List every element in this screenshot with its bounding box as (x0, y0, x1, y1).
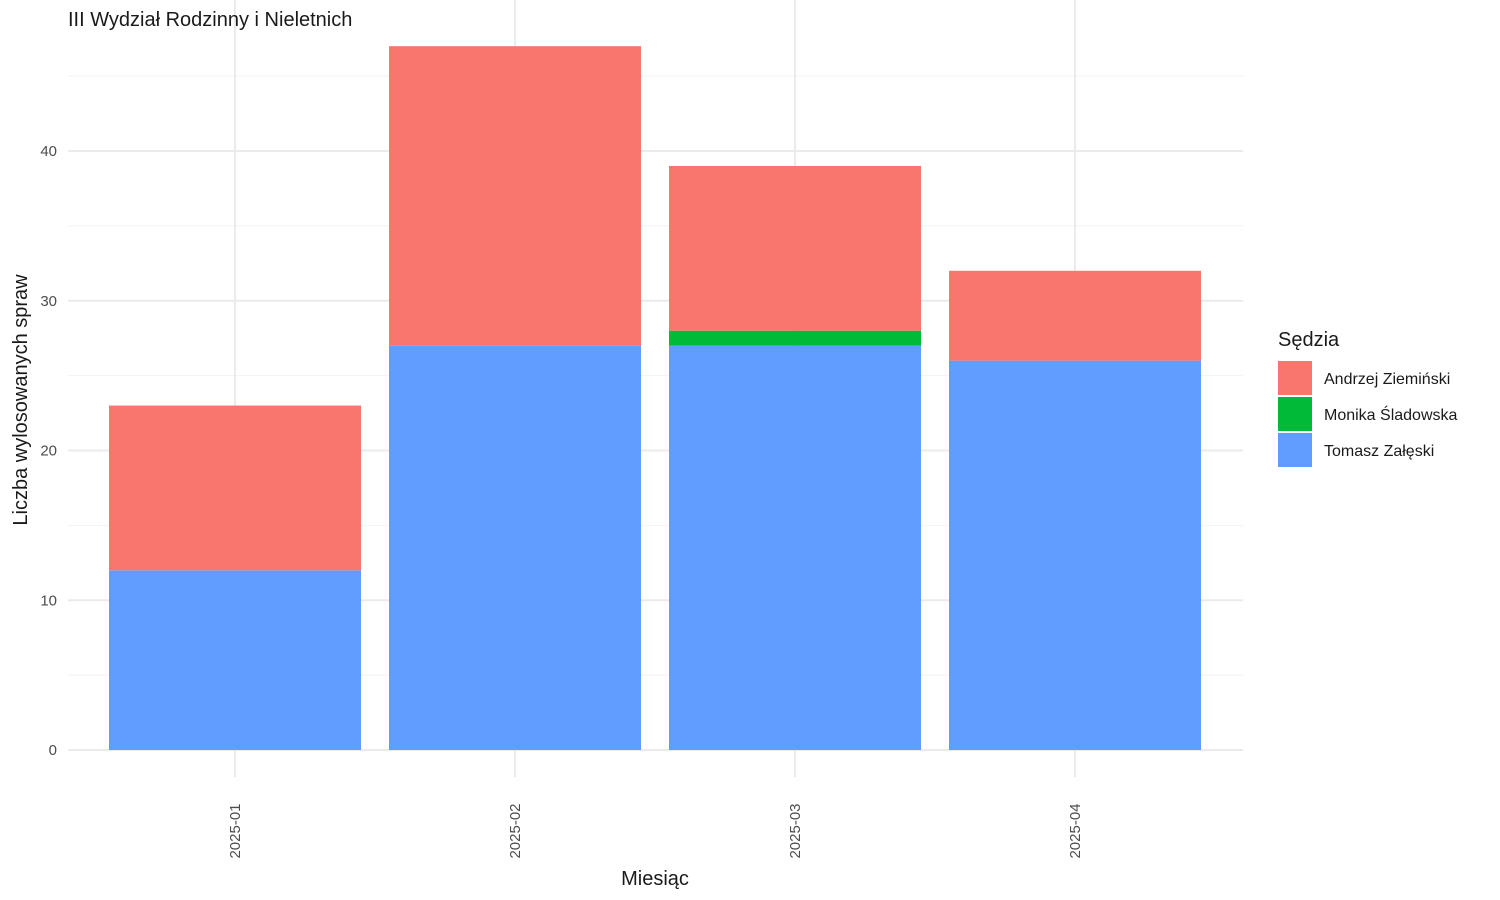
legend-item: Monika Śladowska (1278, 397, 1458, 431)
bars (109, 46, 1201, 750)
x-axis: 2025-01 2025-02 2025-03 2025-04 (227, 803, 1084, 858)
x-tick-label: 2025-03 (787, 803, 804, 858)
y-tick-label: 10 (40, 592, 57, 609)
legend-label: Tomasz Załęski (1324, 443, 1434, 460)
x-tick-label: 2025-02 (507, 803, 524, 858)
bar-segment (669, 330, 921, 346)
legend-items: Andrzej Ziemiński Monika Śladowska Tomasz … (1278, 361, 1458, 467)
bar-segment (669, 345, 921, 750)
chart-title: III Wydział Rodzinny i Nieletnich (68, 9, 352, 31)
x-tick-label: 2025-04 (1067, 803, 1084, 858)
bar-segment (109, 405, 361, 571)
legend: Sędzia Andrzej Ziemiński Monika Śladowska… (1278, 329, 1458, 467)
x-tick-label: 2025-01 (227, 803, 244, 858)
y-tick-label: 20 (40, 443, 57, 460)
y-axis: 0 10 20 30 40 (40, 143, 57, 759)
bar-segment (389, 46, 641, 346)
legend-swatch (1278, 433, 1312, 467)
y-tick-label: 40 (40, 143, 57, 160)
bar-segment (109, 570, 361, 750)
legend-item: Andrzej Ziemiński (1278, 361, 1450, 395)
bar-segment (949, 360, 1201, 750)
legend-title: Sędzia (1278, 329, 1340, 351)
legend-label: Monika Śladowska (1324, 405, 1458, 424)
x-axis-title: Miesiąc (621, 868, 689, 890)
legend-item: Tomasz Załęski (1278, 433, 1434, 467)
legend-swatch (1278, 361, 1312, 395)
y-tick-label: 0 (49, 742, 57, 759)
bar-segment (389, 345, 641, 750)
y-tick-label: 30 (40, 293, 57, 310)
bar-segment (949, 270, 1201, 361)
legend-label: Andrzej Ziemiński (1324, 371, 1450, 388)
legend-swatch (1278, 397, 1312, 431)
bar-segment (669, 165, 921, 331)
y-axis-title: Liczba wylosowanych spraw (10, 274, 32, 526)
